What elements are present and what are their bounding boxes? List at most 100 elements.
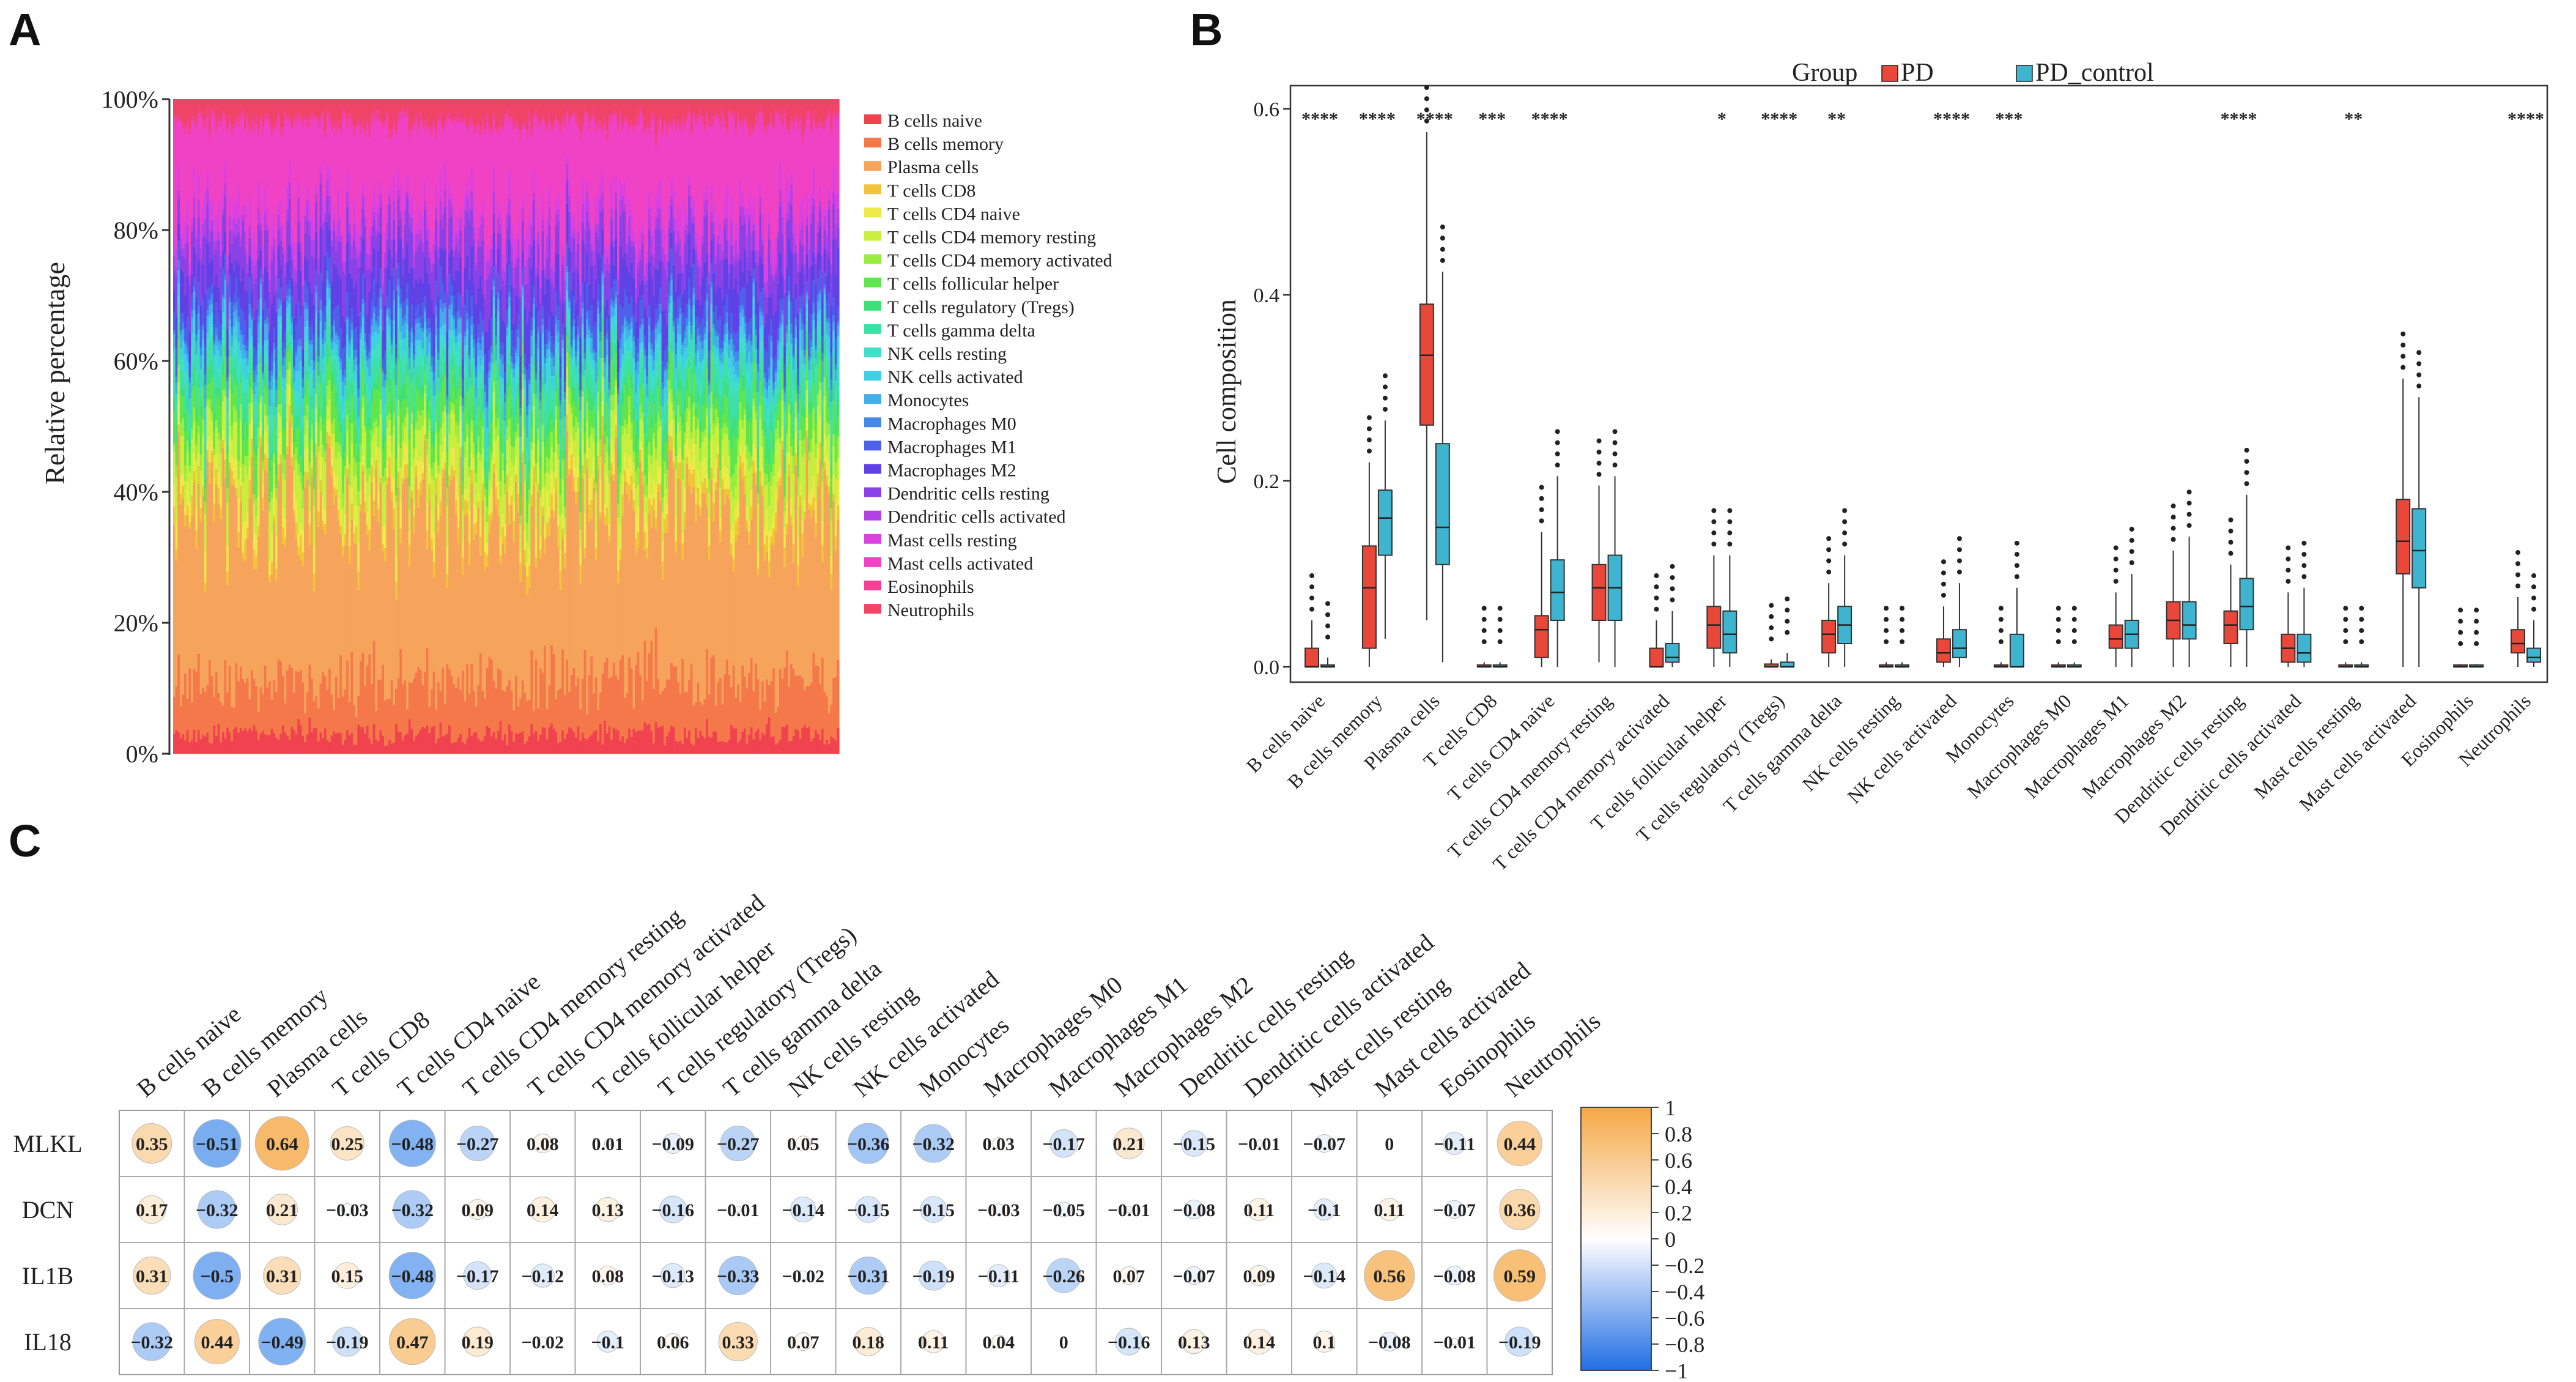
a-stack-segment bbox=[317, 392, 320, 406]
a-stack-segment bbox=[179, 334, 183, 348]
a-stack-segment bbox=[475, 366, 478, 377]
a-stack-segment bbox=[555, 121, 558, 200]
a-stack-segment bbox=[524, 380, 527, 390]
a-stack-segment bbox=[488, 362, 491, 371]
a-stack-segment bbox=[413, 233, 416, 256]
a-stack-segment bbox=[195, 297, 198, 314]
a-stack-segment bbox=[443, 248, 447, 293]
a-stack-segment bbox=[675, 415, 678, 435]
a-stack-segment bbox=[404, 113, 407, 117]
a-stack-segment bbox=[428, 342, 431, 353]
a-stack-segment bbox=[177, 654, 180, 732]
a-stack-segment bbox=[215, 133, 218, 217]
a-stack-segment bbox=[401, 740, 405, 754]
a-stack-segment bbox=[228, 253, 231, 275]
a-stack-segment bbox=[242, 268, 245, 311]
a-stack-segment bbox=[546, 344, 549, 349]
a-stack-segment bbox=[661, 691, 664, 726]
a-stack-segment bbox=[541, 727, 544, 754]
a-stack-segment bbox=[506, 114, 509, 204]
a-stack-segment bbox=[426, 414, 429, 439]
a-stack-segment bbox=[408, 214, 412, 227]
a-stack-segment bbox=[251, 273, 254, 291]
a-stack-segment bbox=[313, 700, 316, 728]
a-stack-segment bbox=[519, 581, 522, 699]
a-stack-segment bbox=[244, 205, 247, 231]
a-stack-segment bbox=[637, 237, 640, 263]
a-stack-segment bbox=[406, 323, 409, 331]
a-stack-segment bbox=[382, 129, 385, 270]
a-stack-segment bbox=[623, 377, 627, 385]
a-stack-segment bbox=[401, 440, 405, 459]
a-stack-segment bbox=[526, 741, 529, 754]
a-stack-segment bbox=[179, 347, 183, 360]
a-plot-area bbox=[173, 99, 840, 754]
a-stack-segment bbox=[639, 260, 642, 284]
a-stack-segment bbox=[466, 738, 469, 754]
a-stack-segment bbox=[339, 99, 342, 130]
a-stack-segment bbox=[322, 99, 325, 111]
a-stack-segment bbox=[326, 270, 329, 280]
a-stack-segment bbox=[461, 359, 465, 380]
a-stack-segment bbox=[661, 99, 664, 129]
a-stack-segment bbox=[330, 422, 333, 434]
a-stack-segment bbox=[244, 378, 247, 393]
a-stack-segment bbox=[322, 373, 325, 384]
a-stack-segment bbox=[386, 267, 389, 297]
a-stack-segment bbox=[612, 109, 615, 115]
a-stack-segment bbox=[661, 511, 664, 542]
a-stack-segment bbox=[481, 116, 484, 127]
a-stack-segment bbox=[533, 240, 536, 285]
a-stack-segment bbox=[588, 436, 591, 448]
a-stack-segment bbox=[379, 122, 382, 182]
a-stack-segment bbox=[437, 352, 440, 360]
a-stack-segment bbox=[239, 358, 243, 365]
a-stack-segment bbox=[612, 280, 615, 302]
a-stack-segment bbox=[372, 477, 376, 500]
a-stack-segment bbox=[468, 117, 472, 127]
a-stack-segment bbox=[506, 310, 509, 324]
a-stack-segment bbox=[408, 682, 412, 719]
a-stack-segment bbox=[495, 132, 498, 243]
a-stack-segment bbox=[281, 377, 285, 386]
a-stack-segment bbox=[526, 700, 529, 741]
a-stack-segment bbox=[559, 688, 562, 742]
a-stack-segment bbox=[206, 398, 209, 406]
a-stack-segment bbox=[253, 678, 256, 726]
a-stack-segment bbox=[583, 338, 587, 354]
a-stack-segment bbox=[659, 179, 662, 209]
a-stack-segment bbox=[541, 305, 544, 319]
a-stack-segment bbox=[654, 517, 657, 530]
a-stack-segment bbox=[653, 510, 656, 689]
a-stack-segment bbox=[653, 351, 656, 360]
a-stack-segment bbox=[539, 559, 542, 669]
a-stack-segment bbox=[371, 683, 374, 745]
a-stack-segment bbox=[515, 362, 518, 370]
a-stack-segment bbox=[541, 425, 544, 442]
a-stack-segment bbox=[455, 122, 458, 214]
a-stack-segment bbox=[461, 510, 465, 542]
a-stack-segment bbox=[617, 99, 620, 124]
a-stack-segment bbox=[359, 727, 363, 754]
a-stack-segment bbox=[608, 99, 611, 115]
a-stack-segment bbox=[197, 175, 201, 201]
a-stack-segment bbox=[377, 359, 380, 376]
a-stack-segment bbox=[182, 472, 185, 486]
a-stack-segment bbox=[306, 127, 309, 187]
a-stack-segment bbox=[382, 449, 385, 477]
a-stack-segment bbox=[404, 479, 407, 681]
a-stack-segment bbox=[484, 570, 487, 699]
a-stack-segment bbox=[217, 341, 220, 351]
a-stack-segment bbox=[399, 359, 402, 388]
a-stack-segment bbox=[453, 413, 456, 449]
a-stack-segment bbox=[348, 223, 351, 233]
a-stack-segment bbox=[228, 374, 231, 390]
a-stack-segment bbox=[204, 236, 207, 295]
a-stack-segment bbox=[639, 299, 642, 325]
a-stack-segment bbox=[566, 272, 569, 291]
a-stack-segment bbox=[659, 261, 662, 288]
a-stack-segment bbox=[453, 476, 456, 685]
a-stack-segment bbox=[672, 300, 675, 322]
a-stack-segment bbox=[439, 501, 442, 516]
a-stack-segment bbox=[179, 394, 183, 423]
